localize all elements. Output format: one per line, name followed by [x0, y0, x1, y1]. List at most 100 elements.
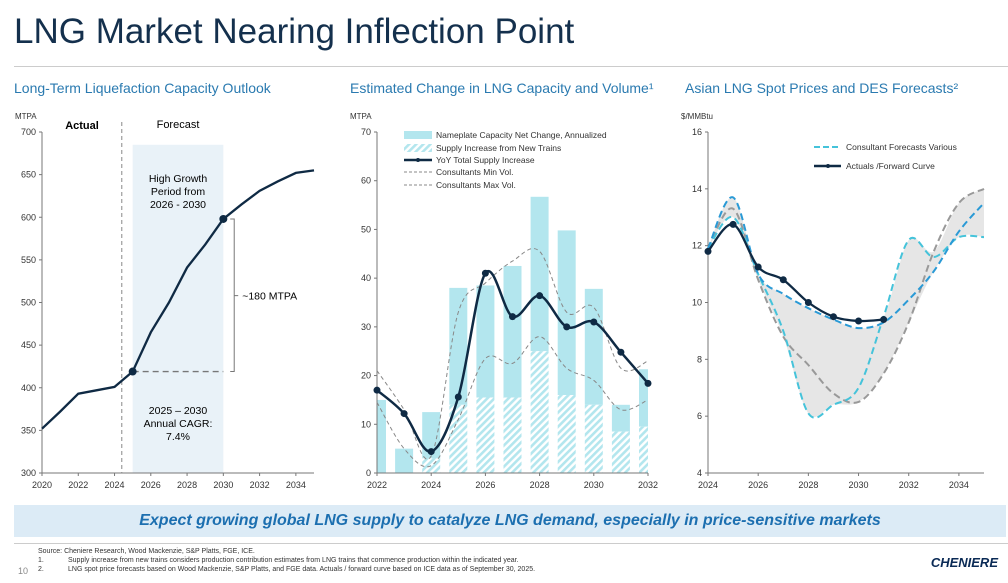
- yoy-supply-marker: [590, 318, 598, 326]
- cagr-label: 2025 – 2030: [149, 405, 208, 417]
- legend-label: YoY Total Supply Increase: [436, 155, 535, 165]
- chart2-y-tick-label: 0: [366, 468, 371, 478]
- chart2-x-tick-label: 2026: [475, 480, 495, 490]
- legend-actuals-marker: [826, 164, 830, 168]
- actuals-marker: [855, 317, 863, 325]
- capacity-bar: [395, 448, 414, 473]
- chart2-x-tick-label: 2032: [638, 480, 658, 490]
- cagr-label: 7.4%: [166, 431, 190, 443]
- page-title: LNG Market Nearing Inflection Point: [14, 12, 575, 51]
- title-divider: [14, 66, 1008, 67]
- capacity-marker: [219, 214, 228, 223]
- new-trains-bar: [530, 351, 549, 473]
- yoy-supply-marker: [536, 292, 544, 300]
- new-trains-bar: [611, 431, 630, 473]
- source-note: Source: Cheniere Research, Wood Mackenzi…: [38, 548, 255, 555]
- chart1-x-tick-label: 2034: [286, 480, 306, 490]
- capacity-bar: [377, 399, 386, 473]
- capacity-bar: [449, 287, 468, 405]
- actuals-marker: [729, 220, 737, 228]
- forecast-range-shading: [708, 188, 984, 418]
- capacity-marker: [128, 367, 137, 376]
- chart1-y-tick-label: 450: [21, 340, 36, 350]
- chart2-y-tick-label: 10: [361, 419, 371, 429]
- capacity-bar: [584, 288, 603, 405]
- actuals-marker: [829, 313, 837, 321]
- high-growth-label: 2026 - 2030: [150, 199, 206, 211]
- chart2-x-tick-label: 2030: [584, 480, 604, 490]
- chart1-x-tick-label: 2028: [177, 480, 197, 490]
- chart2-y-tick-label: 30: [361, 322, 371, 332]
- chart3-x-tick-label: 2028: [798, 480, 818, 490]
- new-trains-bar: [639, 426, 648, 473]
- chart2-x-tick-label: 2022: [367, 480, 387, 490]
- new-trains-bar: [422, 458, 441, 473]
- blue-forecast-line: [707, 196, 985, 330]
- chart3-title: Asian LNG Spot Prices and DES Forecasts²: [685, 80, 959, 96]
- chart3-y-tick-label: 8: [697, 354, 702, 364]
- chart1-y-tick-label: 600: [21, 212, 36, 222]
- legend-label: Consultants Max Vol.: [436, 180, 516, 190]
- chart2-y-tick-label: 70: [361, 127, 371, 137]
- capacity-line: [41, 169, 315, 430]
- new-trains-bar: [449, 404, 468, 473]
- chart1-y-tick-label: 650: [21, 170, 36, 180]
- legend-capacity-swatch: [404, 131, 432, 139]
- actuals-marker: [754, 263, 762, 271]
- chart3-y-tick-label: 12: [692, 241, 702, 251]
- chart1-y-tick-label: 550: [21, 255, 36, 265]
- key-message-banner: Expect growing global LNG supply to cata…: [14, 505, 1006, 537]
- chart3-y-tick-label: 16: [692, 127, 702, 137]
- cheniere-logo: CHENIERE: [930, 555, 998, 570]
- capacity-bar: [639, 369, 648, 427]
- chart1-title: Long-Term Liquefaction Capacity Outlook: [14, 80, 271, 96]
- yoy-supply-line: [376, 269, 649, 453]
- chart3-x-tick-label: 2026: [748, 480, 768, 490]
- chart1-y-tick-label: 700: [21, 127, 36, 137]
- footnote-1: Supply increase from new trains consider…: [68, 557, 519, 564]
- yoy-supply-marker: [427, 448, 435, 456]
- consultants-max-line: [376, 248, 649, 460]
- new-trains-bar: [503, 397, 522, 473]
- new-trains-bar: [584, 404, 603, 473]
- new-trains-bar: [557, 395, 576, 473]
- yoy-supply-marker: [644, 379, 652, 387]
- capacity-bar: [611, 404, 630, 432]
- chart2-x-tick-label: 2028: [530, 480, 550, 490]
- capacity-bar: [476, 285, 495, 398]
- forecast-label: Forecast: [157, 119, 200, 131]
- chart3-x-tick-label: 2032: [899, 480, 919, 490]
- capacity-bar: [530, 196, 549, 352]
- footnote-2: LNG spot price forecasts based on Wood M…: [68, 566, 536, 573]
- chart2-y-axis-label: MTPA: [350, 112, 372, 121]
- chart3-y-tick-label: 4: [697, 468, 702, 478]
- legend-label: Consultant Forecasts Various: [846, 142, 957, 152]
- chart2-y-tick-label: 20: [361, 371, 371, 381]
- chart1-x-tick-label: 2032: [250, 480, 270, 490]
- chart1-x-tick-label: 2026: [141, 480, 161, 490]
- legend-label: Supply Increase from New Trains: [436, 143, 561, 153]
- footnote-number: 2.: [38, 566, 44, 573]
- chart2-y-tick-label: 40: [361, 273, 371, 283]
- capacity-bar: [503, 265, 522, 398]
- yoy-supply-marker: [509, 313, 516, 321]
- page-number: 10: [18, 566, 29, 576]
- yoy-supply-marker: [373, 386, 381, 394]
- chart3-x-tick-label: 2024: [698, 480, 718, 490]
- chart3-x-tick-label: 2030: [849, 480, 869, 490]
- forecast-shading: [132, 144, 224, 473]
- chart1-y-tick-label: 350: [21, 425, 36, 435]
- chart2-x-tick-label: 2024: [421, 480, 441, 490]
- delta-label: ~180 MTPA: [242, 291, 297, 303]
- chart3-y-axis-label: $/MMBtu: [681, 112, 713, 121]
- legend-label: Consultants Min Vol.: [436, 167, 513, 177]
- chart1-y-tick-label: 300: [21, 468, 36, 478]
- chart3-y-tick-label: 14: [692, 184, 702, 194]
- actuals-marker: [804, 299, 812, 306]
- chart1-x-tick-label: 2024: [105, 480, 125, 490]
- yoy-supply-marker: [454, 393, 462, 401]
- chart3-y-tick-label: 6: [697, 411, 702, 421]
- yoy-supply-marker: [617, 348, 625, 356]
- footer-divider: [14, 543, 1008, 544]
